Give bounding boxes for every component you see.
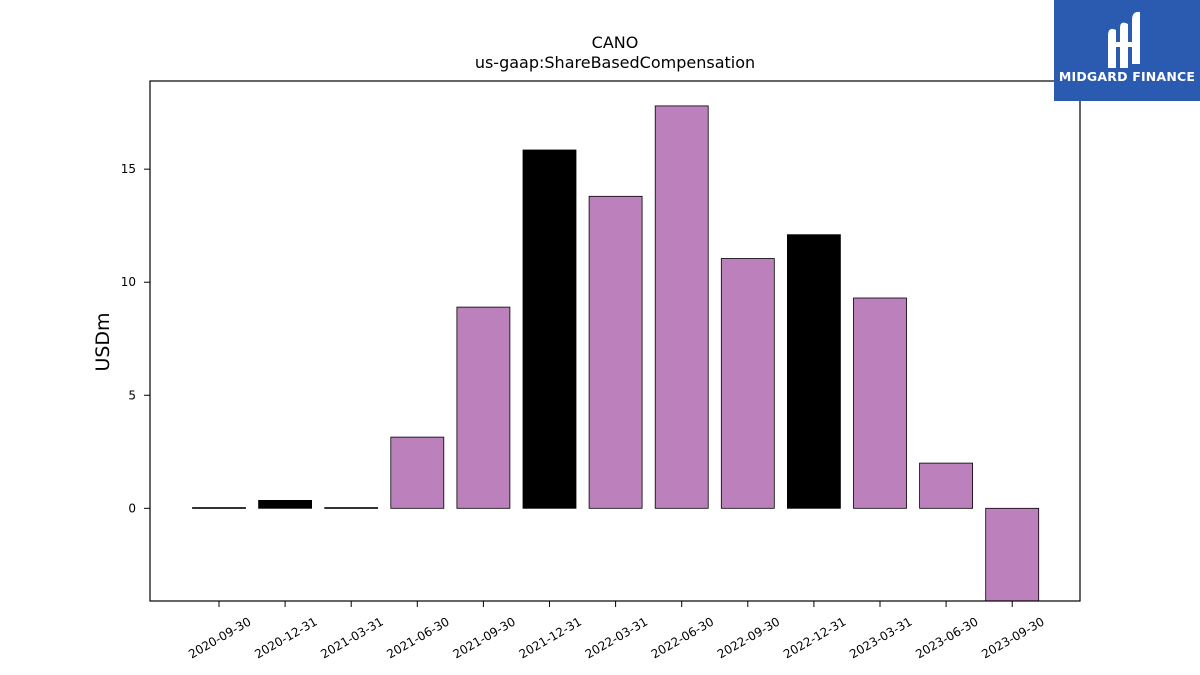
chart-subtitle: us-gaap:ShareBasedCompensation — [475, 53, 755, 72]
plot-frame — [149, 80, 1081, 602]
bar-2020-12-31 — [258, 499, 313, 509]
y-axis-label: USDm — [92, 312, 114, 371]
y-tick-label: 5 — [128, 388, 136, 402]
bar-2022-06-30 — [654, 105, 709, 509]
y-tick-label: 15 — [121, 162, 136, 176]
x-tick-label: 2021-03-31 — [318, 614, 385, 661]
x-tick-label: 2022-03-31 — [583, 614, 650, 661]
bar-2022-12-31 — [787, 234, 841, 509]
plot-area: 0510152020-09-302020-12-312021-03-312021… — [121, 80, 1081, 661]
x-tick-label: 2023-09-30 — [979, 614, 1046, 661]
x-tick-label: 2021-09-30 — [450, 614, 517, 661]
x-tick-label: 2023-06-30 — [913, 614, 980, 661]
bar-2023-03-31 — [853, 297, 907, 509]
bar-2020-09-30 — [192, 507, 246, 509]
bar-2023-09-30 — [985, 507, 1040, 602]
y-tick-label: 0 — [128, 501, 136, 515]
bar-2023-06-30 — [919, 462, 973, 509]
bar-2021-03-31 — [324, 507, 379, 509]
brand-logo: MIDGARD FINANCE — [1054, 0, 1200, 101]
bar-2022-03-31 — [588, 195, 643, 509]
midgard-logo-icon — [1108, 11, 1140, 69]
x-tick-label: 2022-06-30 — [649, 614, 716, 661]
x-tick-label: 2023-03-31 — [847, 614, 914, 661]
x-tick-label: 2020-09-30 — [186, 614, 253, 661]
x-tick-label: 2021-06-30 — [384, 614, 451, 661]
x-tick-label: 2022-12-31 — [781, 614, 848, 661]
bar-2021-12-31 — [522, 149, 577, 509]
bar-2022-09-30 — [720, 258, 775, 509]
y-tick-label: 10 — [121, 275, 136, 289]
bar-2021-09-30 — [456, 306, 511, 509]
x-tick-label: 2022-09-30 — [715, 614, 782, 661]
chart-title: CANO — [592, 33, 639, 52]
x-tick-label: 2020-12-31 — [252, 614, 319, 661]
x-tick-label: 2021-12-31 — [517, 614, 584, 661]
logo-text: MIDGARD FINANCE — [1058, 69, 1196, 84]
bar-2021-06-30 — [390, 436, 445, 509]
